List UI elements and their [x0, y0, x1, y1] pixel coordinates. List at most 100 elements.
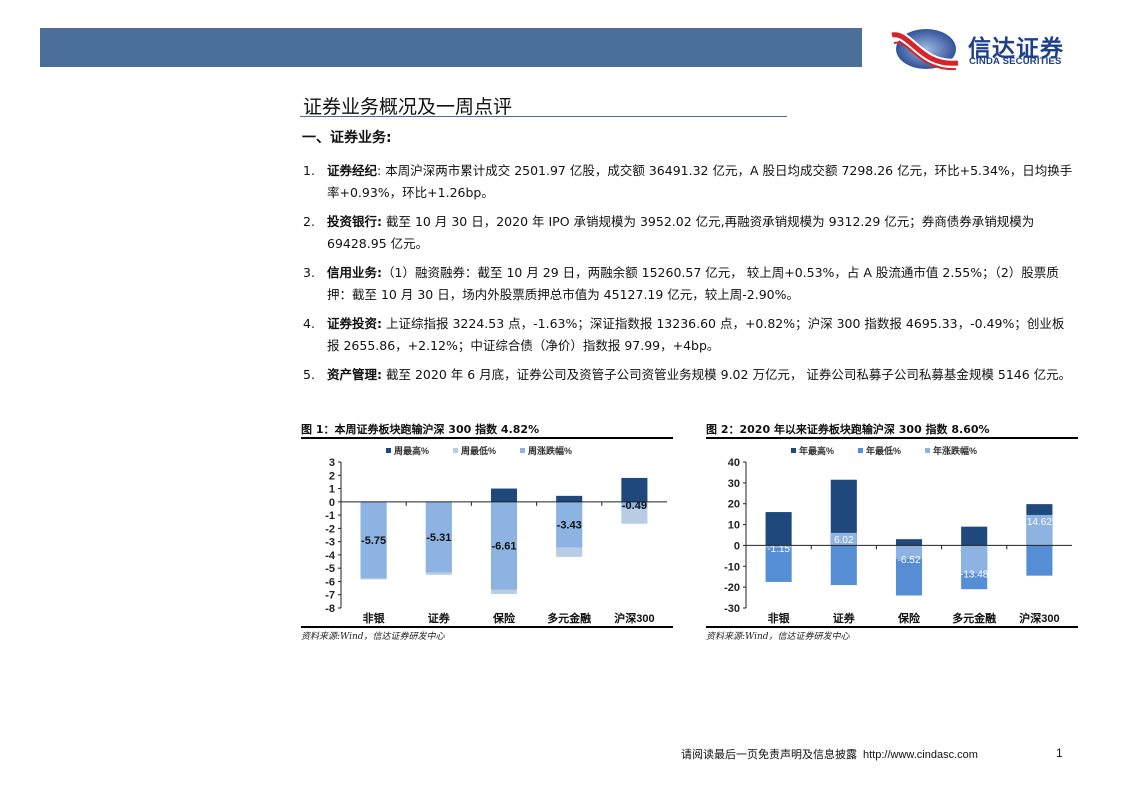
data-label: -0.49: [622, 500, 647, 512]
figure-bottom-rule: [301, 626, 673, 628]
chart-legend: 周最高% 周最低% 周涨跌幅%: [386, 445, 572, 456]
y-tick-label: 10: [728, 520, 740, 532]
data-label: -13.48: [960, 570, 989, 581]
legend-label: 周涨跌幅%: [528, 445, 572, 456]
list-item: 4. 证券投资: 上证综指报 3224.53 点，-1.63%；深证指数报 132…: [303, 313, 1073, 357]
y-tick-label: 0: [329, 497, 335, 509]
data-label: -6.52: [898, 555, 921, 566]
bar-group: -5.31: [425, 501, 452, 575]
data-label: 14.62: [1027, 517, 1052, 528]
item-number: 3.: [303, 265, 315, 280]
bar-group: -0.49: [621, 477, 648, 524]
item-sep: :: [377, 163, 382, 178]
bar-high: [765, 512, 792, 546]
item-lead: 资产管理: [327, 367, 378, 382]
item-lead: 证券经纪: [327, 163, 378, 178]
data-label: -1.15: [767, 544, 790, 555]
bar-group: -6.52: [895, 539, 923, 596]
category-label: 沪深300: [614, 611, 654, 625]
legend-label: 年涨跌幅%: [933, 445, 977, 456]
disclaimer-note: 请阅读最后一页免责声明及信息披露: [681, 748, 857, 761]
category-label: 沪深300: [1019, 611, 1059, 625]
bar-change: [830, 532, 857, 546]
item-sep: :: [377, 367, 383, 382]
y-tick-label: -30: [724, 603, 740, 615]
legend-swatch: [858, 448, 863, 453]
item-sep: :: [377, 316, 383, 331]
data-label: -6.61: [491, 541, 516, 553]
bar-change: [490, 501, 518, 590]
bar-change: [895, 545, 923, 560]
list-item: 2. 投资银行: 截至 10 月 30 日，2020 年 IPO 承销规模为 39…: [303, 211, 1073, 255]
y-tick-label: 20: [728, 499, 740, 511]
bar-high: [490, 488, 518, 502]
logo-name-cn: 信达证券: [968, 36, 1064, 62]
y-tick-label: -8: [325, 603, 335, 615]
y-tick-label: 2: [329, 470, 335, 482]
bar-high: [895, 539, 923, 546]
weekly-performance-chart: 周最高% 周最低% 周涨跌幅% 32 10-1-2 -3-4-5-6 -7-8 -5.75 非银…: [325, 445, 667, 625]
legend-swatch: [925, 448, 930, 453]
category-label: 证券: [428, 611, 451, 625]
list-item: 3. 信用业务:（1）融资融券：截至 10 月 29 日，两融余额 15260.5…: [303, 262, 1073, 306]
header-band: [40, 28, 862, 67]
y-tick-label: -3: [325, 537, 335, 549]
bar-change: [360, 501, 387, 579]
y-tick-label: 1: [329, 484, 335, 496]
bar-group: -13.48: [960, 526, 989, 590]
bar-change: [425, 501, 452, 573]
item-text: 截至 10 月 30 日，2020 年 IPO 承销规模为 3952.02 亿元…: [327, 214, 1035, 251]
figure-title: 图 1：本周证券板块跑输沪深 300 指数 4.82%: [301, 423, 540, 436]
bar-change: [1026, 514, 1053, 546]
bar-group: 6.02: [830, 479, 857, 586]
figure-title: 图 2：2020 年以来证券板块跑输沪深 300 指数 8.60%: [706, 423, 990, 436]
bar-low: [765, 545, 792, 582]
data-label: 6.02: [834, 535, 854, 546]
item-number: 4.: [303, 316, 315, 331]
bar-high: [556, 495, 583, 502]
legend-label: 周最高%: [394, 445, 429, 456]
item-number: 1.: [303, 163, 315, 178]
legend-label: 周最低%: [461, 445, 496, 456]
bar-change: [961, 545, 988, 574]
figure-bottom-rule: [706, 626, 1078, 628]
item-text: 本周沪深两市累计成交 2501.97 亿股，成交额 36491.32 亿元，A …: [327, 163, 1073, 200]
website-link[interactable]: http://www.cindasc.com: [863, 749, 978, 761]
legend-swatch: [453, 448, 458, 453]
bar-high: [621, 477, 648, 502]
y-tick-label: 3: [329, 457, 335, 469]
ytd-performance-chart: 年最高% 年最低% 年涨跌幅% 40 30 20 10 0 -10 -20 -30 -1.15 非银 6.…: [724, 445, 1072, 625]
category-label: 证券: [833, 611, 856, 625]
title-divider: [300, 116, 787, 117]
bar-group: -6.61: [490, 488, 518, 595]
y-tick-label: -20: [724, 582, 740, 594]
bar-change: [765, 545, 792, 548]
legend-label: 年最高%: [799, 445, 834, 456]
figure-source: 资料来源:Wind，信达证券研发中心: [301, 632, 445, 642]
category-label: 保险: [897, 611, 921, 625]
category-label: 非银: [363, 611, 386, 625]
y-tick-label: -6: [325, 576, 335, 588]
list-item: 1. 证券经纪: 本周沪深两市累计成交 2501.97 亿股，成交额 36491.…: [303, 160, 1073, 204]
bar-change: [556, 501, 583, 548]
chart-legend: 年最高% 年最低% 年涨跌幅%: [791, 445, 977, 456]
category-label: 保险: [492, 611, 516, 625]
bar-high: [961, 526, 988, 546]
bar-group: 14.62: [1026, 504, 1053, 576]
bar-group: -5.75: [360, 501, 387, 580]
figure-source: 资料来源:Wind，信达证券研发中心: [706, 632, 850, 642]
item-lead: 证券投资: [327, 316, 378, 331]
bar-group: -1.15: [765, 512, 792, 582]
y-tick-label: -5: [325, 563, 335, 575]
item-number: 2.: [303, 214, 315, 229]
list-item: 5. 资产管理: 截至 2020 年 6 月底，证券公司及资管子公司资管业务规模 …: [303, 364, 1073, 386]
logo-name-en: CINDA SECURITIES: [969, 56, 1062, 67]
figure-1: 图 1：本周证券板块跑输沪深 300 指数 4.82% 周最高% 周最低% 周涨跌幅…: [301, 421, 673, 642]
section-heading: 一、证券业务:: [302, 130, 392, 146]
bar-change: [621, 501, 648, 509]
item-sep: :: [377, 214, 383, 229]
legend-swatch: [520, 448, 525, 453]
item-text: 上证综指报 3224.53 点，-1.63%；深证指数报 13236.60 点，…: [327, 316, 1065, 353]
data-label: -3.43: [557, 520, 582, 532]
y-tick-label: 0: [734, 540, 740, 552]
